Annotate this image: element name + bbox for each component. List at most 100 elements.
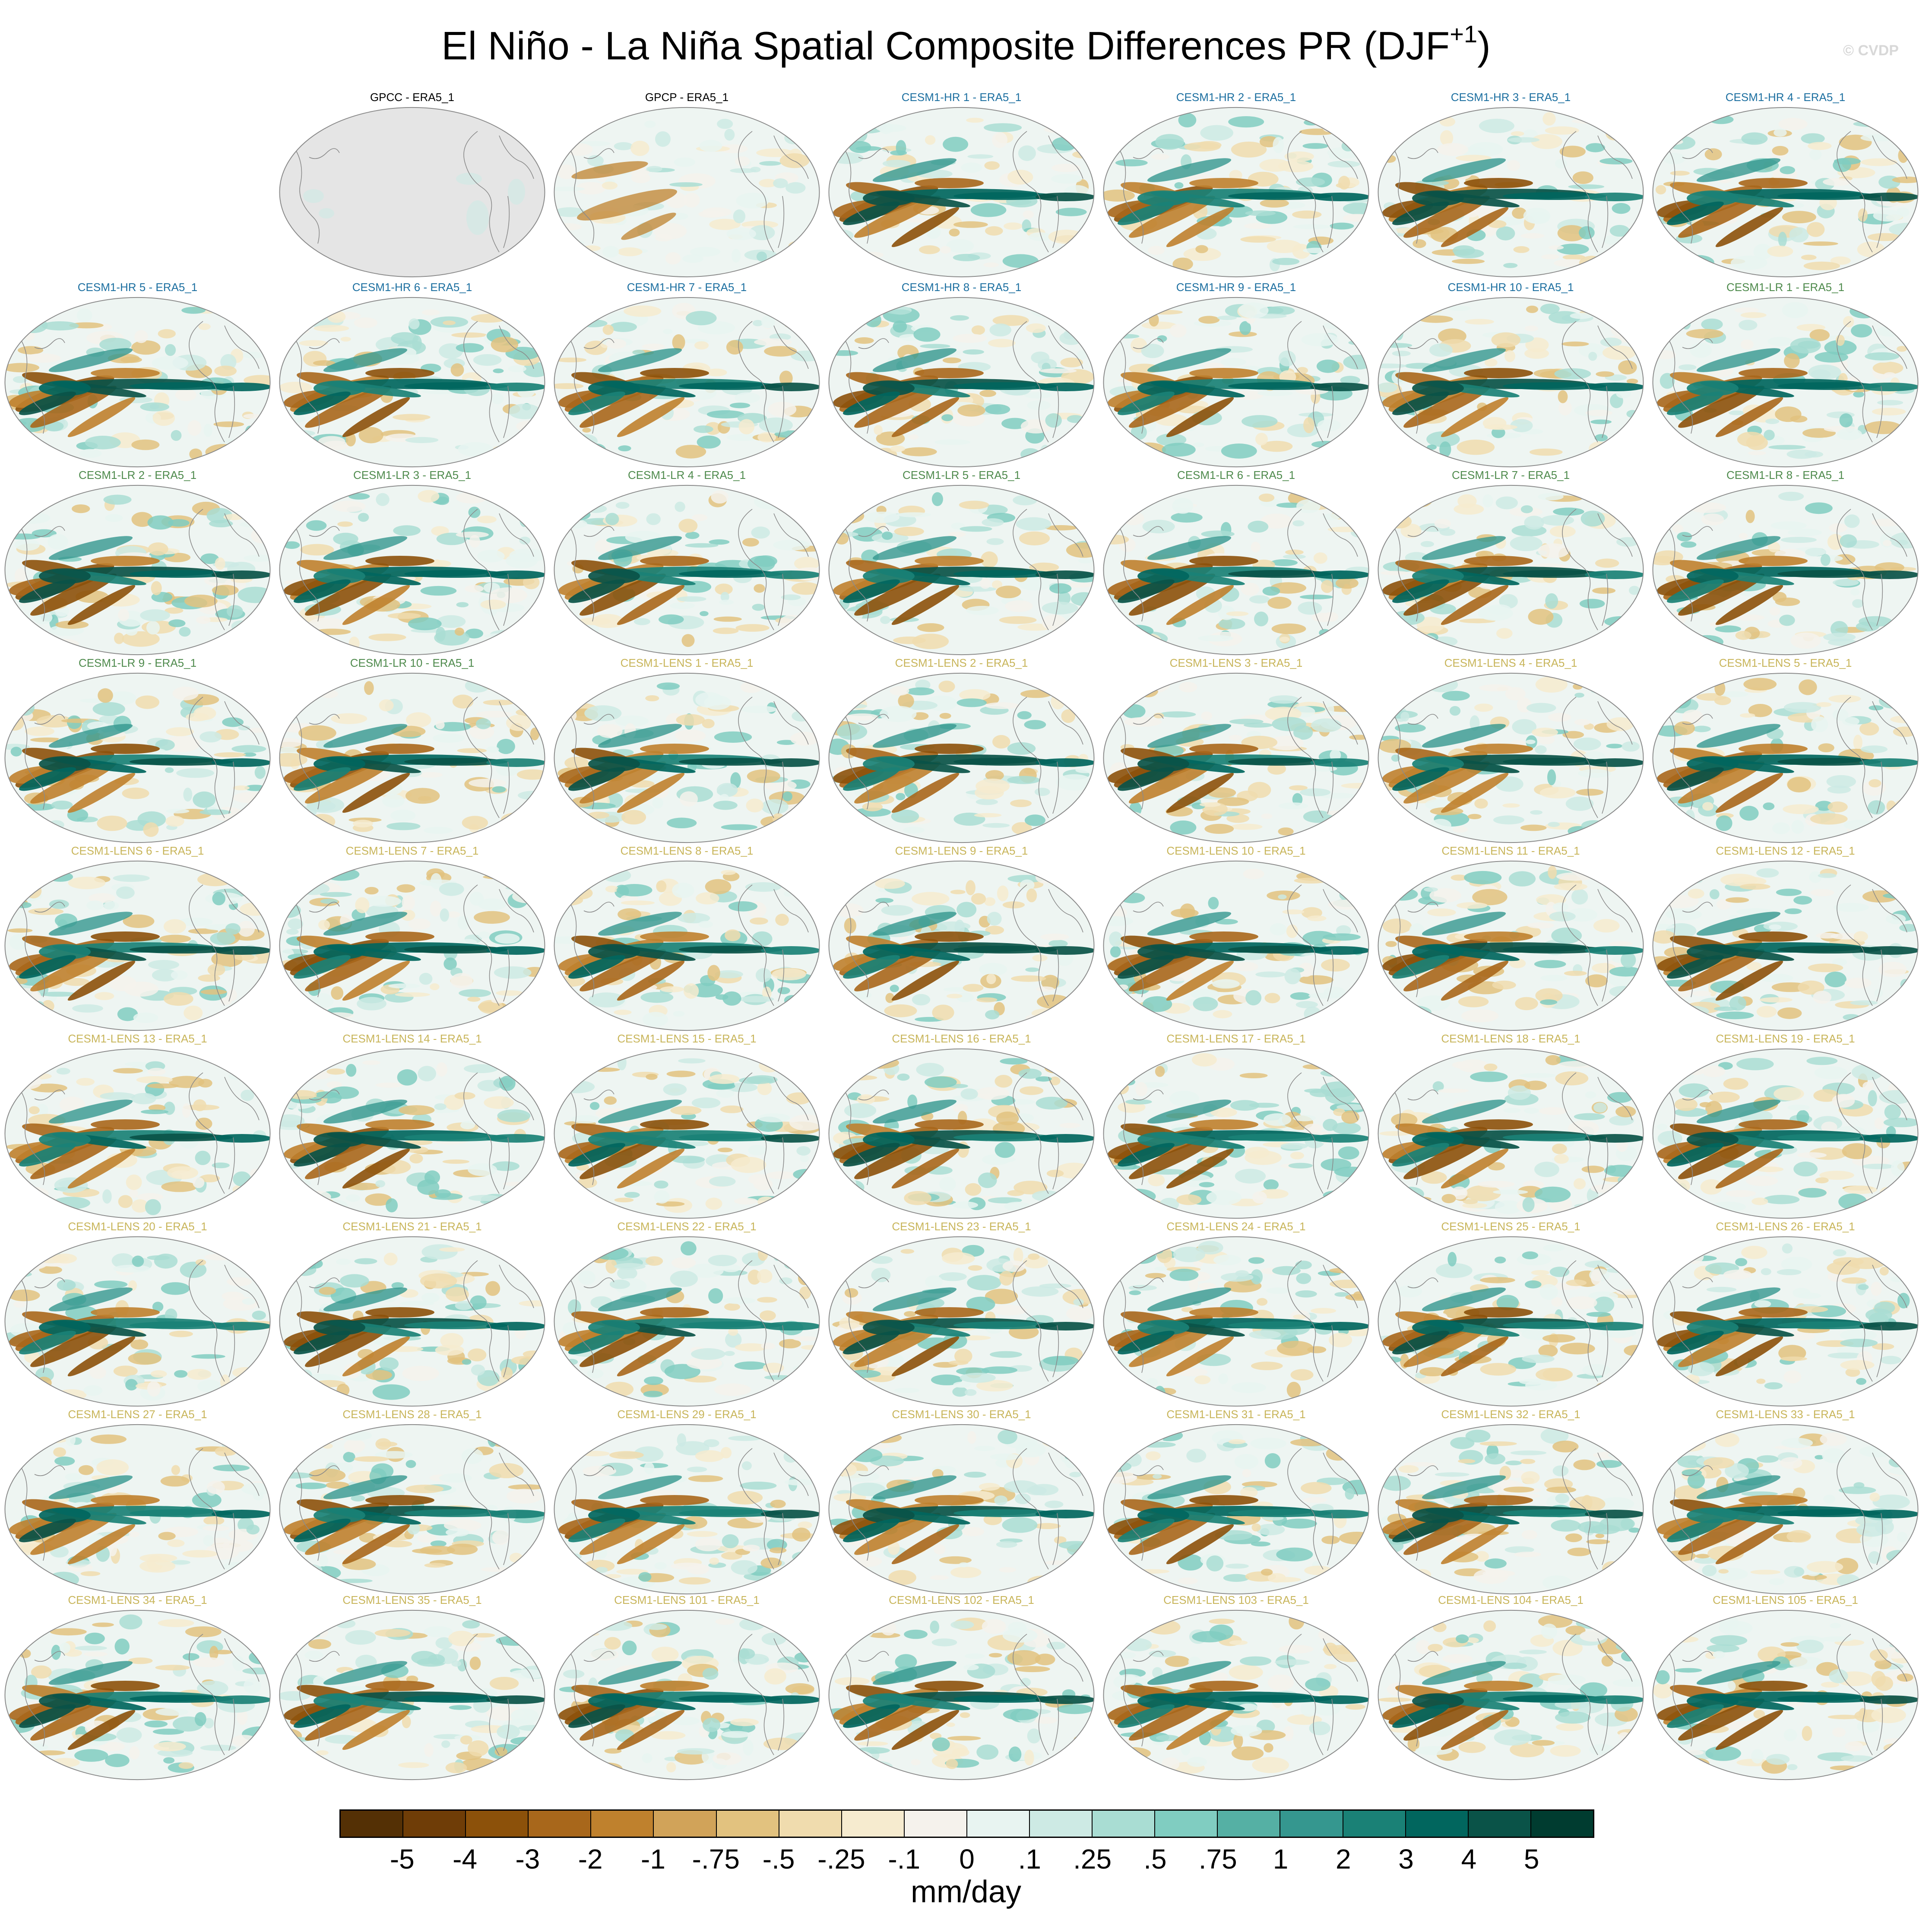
colorbar-box [1343, 1811, 1406, 1837]
robinson-map [828, 1236, 1095, 1406]
coastline [189, 1448, 225, 1570]
coastline [1837, 884, 1873, 1006]
coastline [463, 1448, 500, 1570]
robinson-map [828, 673, 1095, 843]
coastline [1665, 144, 1693, 244]
map-outline [279, 1610, 545, 1780]
coastline [1287, 321, 1324, 443]
coastline [463, 1072, 500, 1194]
coastline [1133, 148, 1164, 159]
coastline [463, 1634, 500, 1755]
robinson-map [1378, 673, 1644, 843]
coastline [1407, 1090, 1438, 1101]
coastline [1287, 1448, 1324, 1570]
coastline [17, 1085, 45, 1185]
panel-title: CESM1-LENS 103 - ERA5_1 [1163, 1593, 1309, 1606]
coastline [858, 1090, 889, 1101]
colorbar-tick-label: 3 [1398, 1844, 1414, 1875]
coastline [463, 321, 500, 443]
coastline [1597, 1264, 1633, 1308]
coastline [1052, 196, 1059, 248]
coastline [189, 1260, 225, 1382]
coastline [738, 1260, 774, 1382]
coastline [841, 334, 869, 434]
robinson-map [1103, 107, 1369, 277]
coastline [778, 1325, 785, 1378]
title-superscript: +1 [1450, 20, 1478, 48]
robinson-map [279, 107, 545, 277]
coastline [773, 1452, 809, 1496]
panel-title: CESM1-LENS 1 - ERA5_1 [620, 656, 754, 669]
colorbar-box [716, 1811, 779, 1837]
map-panel: CESM1-LENS 9 - ERA5_1 [824, 844, 1099, 1034]
colorbar-tick-label: -.1 [888, 1844, 921, 1875]
coastline [503, 949, 510, 1002]
coastline [1602, 761, 1609, 814]
coastline [858, 148, 889, 159]
map-panel: CESM1-LENS 3 - ERA5_1 [1099, 656, 1374, 846]
coastline [291, 144, 320, 244]
coastline [17, 710, 45, 810]
map-panel: CESM1-LENS 11 - ERA5_1 [1373, 844, 1648, 1034]
coastline [778, 761, 785, 814]
coastline [503, 386, 510, 438]
coastline [1876, 1137, 1883, 1190]
coastline [499, 1638, 534, 1682]
coastline [1390, 334, 1419, 434]
map-outline [554, 1236, 820, 1406]
coastline [1048, 889, 1083, 933]
coastline [841, 144, 869, 244]
coastline [1665, 710, 1693, 810]
panel-title: CESM1-LR 4 - ERA5_1 [627, 469, 746, 482]
coastline [189, 1072, 225, 1194]
map-outline [1378, 1610, 1644, 1780]
figure-title: El Niño - La Niña Spatial Composite Diff… [0, 14, 1932, 70]
coastline [1837, 321, 1873, 443]
coastline [1562, 1260, 1598, 1382]
coastline [503, 1137, 510, 1190]
robinson-map [828, 107, 1095, 277]
coastline [1133, 902, 1164, 913]
coastline [1390, 897, 1419, 998]
coastline [1602, 1513, 1609, 1565]
map-outline [554, 673, 820, 843]
coastline [1872, 701, 1907, 745]
coastline [1048, 1452, 1083, 1496]
map-outline [4, 1610, 271, 1780]
coastline [503, 573, 510, 626]
map-outline [279, 107, 545, 277]
coastline [309, 1651, 340, 1662]
coastline [1682, 148, 1713, 159]
coastline [1682, 714, 1713, 725]
coastline [1562, 884, 1598, 1006]
panel-title: CESM1-LENS 25 - ERA5_1 [1441, 1220, 1580, 1233]
colorbar-tick-label: -.25 [817, 1844, 865, 1875]
map-panel: CESM1-LENS 32 - ERA5_1 [1373, 1408, 1648, 1598]
map-outline [828, 861, 1095, 1031]
coastline [773, 889, 809, 933]
coastline [566, 522, 595, 622]
map-panel: CESM1-LENS 16 - ERA5_1 [824, 1032, 1099, 1222]
coastline [1562, 1448, 1598, 1570]
map-panel: CESM1-LENS 29 - ERA5_1 [549, 1408, 824, 1598]
coastline [1133, 338, 1164, 349]
coastline [1052, 1698, 1059, 1751]
coastline [1562, 697, 1598, 818]
coastline [1562, 509, 1598, 630]
coastline [1876, 1325, 1883, 1378]
panel-title: CESM1-HR 4 - ERA5_1 [1725, 91, 1846, 104]
coastline [291, 1085, 320, 1185]
coastline [1665, 1085, 1693, 1185]
coastline [224, 1452, 260, 1496]
coastline [858, 338, 889, 349]
map-background [279, 107, 545, 277]
coastline [738, 131, 774, 253]
map-outline [828, 1236, 1095, 1406]
coastline [1665, 1461, 1693, 1561]
map-outline [1378, 861, 1644, 1031]
map-panel: CESM1-LENS 35 - ERA5_1 [275, 1593, 550, 1783]
coastline [1407, 1651, 1438, 1662]
map-panel: CESM1-LENS 104 - ERA5_1 [1373, 1593, 1648, 1783]
colorbar-tick-label: 2 [1336, 1844, 1351, 1875]
map-outline [554, 297, 820, 467]
